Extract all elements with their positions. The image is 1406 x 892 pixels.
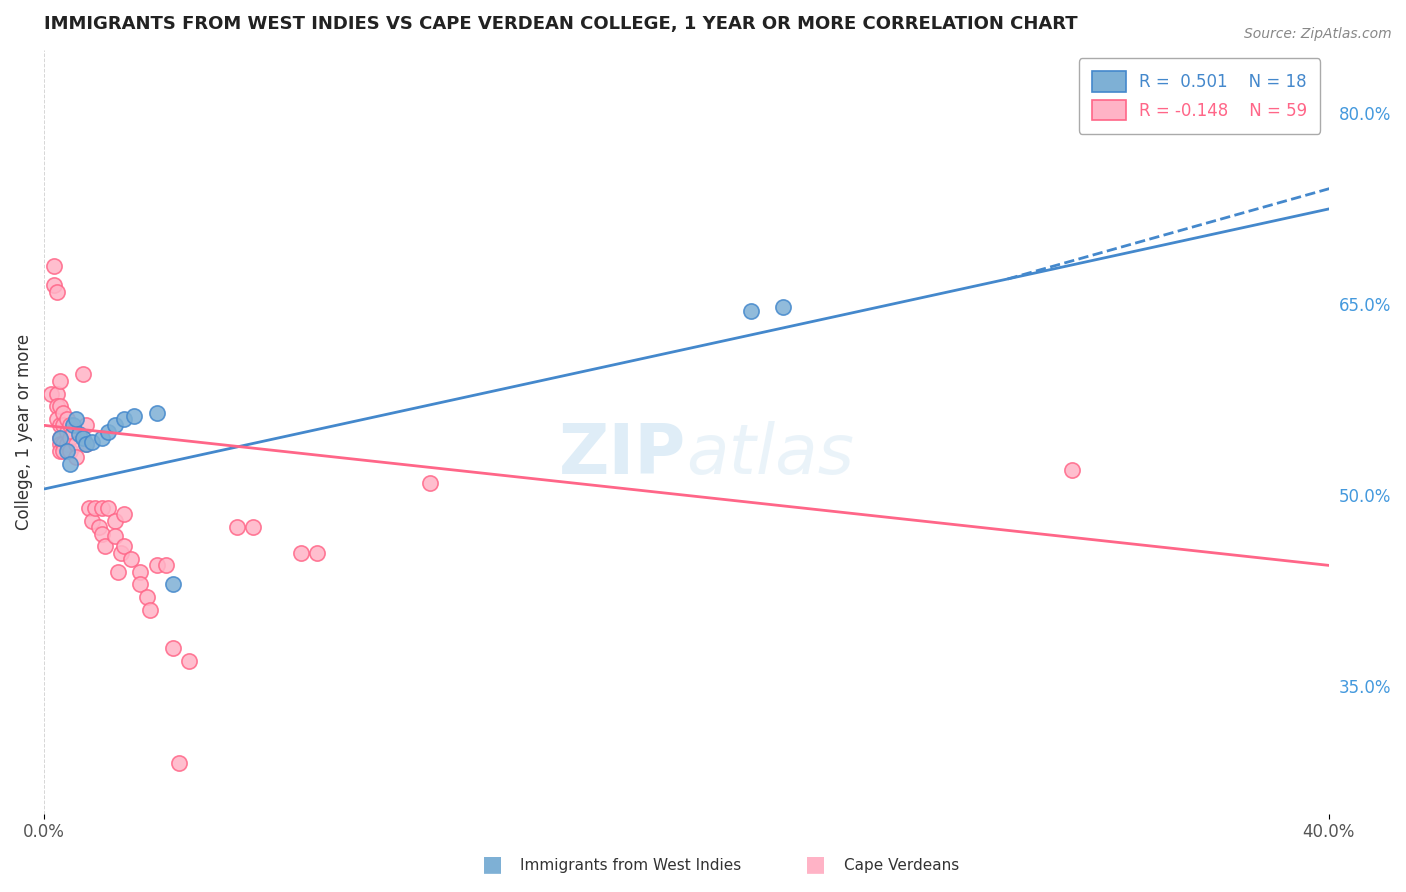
- Point: [129, 565, 152, 579]
- Point: [52, 406, 75, 420]
- Text: atlas: atlas: [686, 421, 855, 488]
- Point: [52, 437, 75, 451]
- Point: [82, 514, 104, 528]
- Point: [104, 514, 127, 528]
- Text: Source: ZipAtlas.com: Source: ZipAtlas.com: [1244, 27, 1392, 41]
- Point: [69, 427, 91, 442]
- Point: [75, 437, 97, 451]
- Point: [110, 546, 132, 560]
- Point: [87, 520, 110, 534]
- Point: [107, 565, 129, 579]
- Point: [49, 418, 72, 433]
- Point: [52, 443, 75, 458]
- Point: [145, 558, 167, 573]
- Point: [72, 431, 94, 445]
- Point: [49, 443, 72, 458]
- Point: [55, 412, 77, 426]
- Point: [122, 409, 145, 424]
- Point: [104, 529, 127, 543]
- Point: [97, 501, 120, 516]
- Point: [162, 641, 184, 656]
- Point: [772, 300, 794, 314]
- Point: [55, 425, 77, 439]
- Point: [84, 501, 107, 516]
- Point: [46, 399, 69, 413]
- Point: [135, 591, 157, 605]
- Point: [49, 374, 72, 388]
- Point: [225, 520, 247, 534]
- Point: [52, 418, 75, 433]
- Point: [39, 386, 62, 401]
- Text: ■: ■: [482, 854, 502, 873]
- Point: [72, 368, 94, 382]
- Text: ■: ■: [806, 854, 825, 873]
- Text: Immigrants from West Indies: Immigrants from West Indies: [520, 858, 741, 872]
- Point: [59, 431, 82, 445]
- Point: [307, 546, 329, 560]
- Y-axis label: College, 1 year or more: College, 1 year or more: [15, 334, 32, 530]
- Point: [49, 431, 72, 445]
- Point: [139, 603, 162, 617]
- Point: [740, 303, 762, 318]
- Point: [65, 412, 87, 426]
- Point: [177, 654, 200, 668]
- Text: ZIP: ZIP: [560, 421, 686, 488]
- Point: [290, 546, 312, 560]
- Point: [65, 450, 87, 465]
- Point: [112, 508, 135, 522]
- Point: [59, 418, 82, 433]
- Point: [90, 431, 112, 445]
- Point: [59, 457, 82, 471]
- Point: [129, 577, 152, 591]
- Point: [145, 406, 167, 420]
- Point: [1060, 463, 1083, 477]
- Text: IMMIGRANTS FROM WEST INDIES VS CAPE VERDEAN COLLEGE, 1 YEAR OR MORE CORRELATION : IMMIGRANTS FROM WEST INDIES VS CAPE VERD…: [44, 15, 1078, 33]
- Point: [418, 475, 440, 490]
- Point: [49, 431, 72, 445]
- Legend: R =  0.501    N = 18, R = -0.148    N = 59: R = 0.501 N = 18, R = -0.148 N = 59: [1078, 58, 1320, 134]
- Point: [65, 437, 87, 451]
- Point: [46, 412, 69, 426]
- Point: [59, 443, 82, 458]
- Point: [49, 399, 72, 413]
- Point: [46, 386, 69, 401]
- Point: [42, 259, 65, 273]
- Point: [104, 418, 127, 433]
- Point: [55, 437, 77, 451]
- Point: [97, 425, 120, 439]
- Point: [75, 437, 97, 451]
- Point: [167, 756, 190, 770]
- Point: [112, 539, 135, 553]
- Point: [62, 418, 84, 433]
- Point: [120, 552, 142, 566]
- Point: [49, 437, 72, 451]
- Point: [112, 412, 135, 426]
- Point: [62, 425, 84, 439]
- Point: [155, 558, 177, 573]
- Point: [94, 539, 117, 553]
- Point: [90, 501, 112, 516]
- Point: [46, 285, 69, 299]
- Point: [77, 501, 100, 516]
- Point: [90, 526, 112, 541]
- Point: [162, 577, 184, 591]
- Point: [42, 278, 65, 293]
- Point: [55, 443, 77, 458]
- Point: [82, 434, 104, 449]
- Point: [242, 520, 264, 534]
- Text: Cape Verdeans: Cape Verdeans: [844, 858, 959, 872]
- Point: [75, 418, 97, 433]
